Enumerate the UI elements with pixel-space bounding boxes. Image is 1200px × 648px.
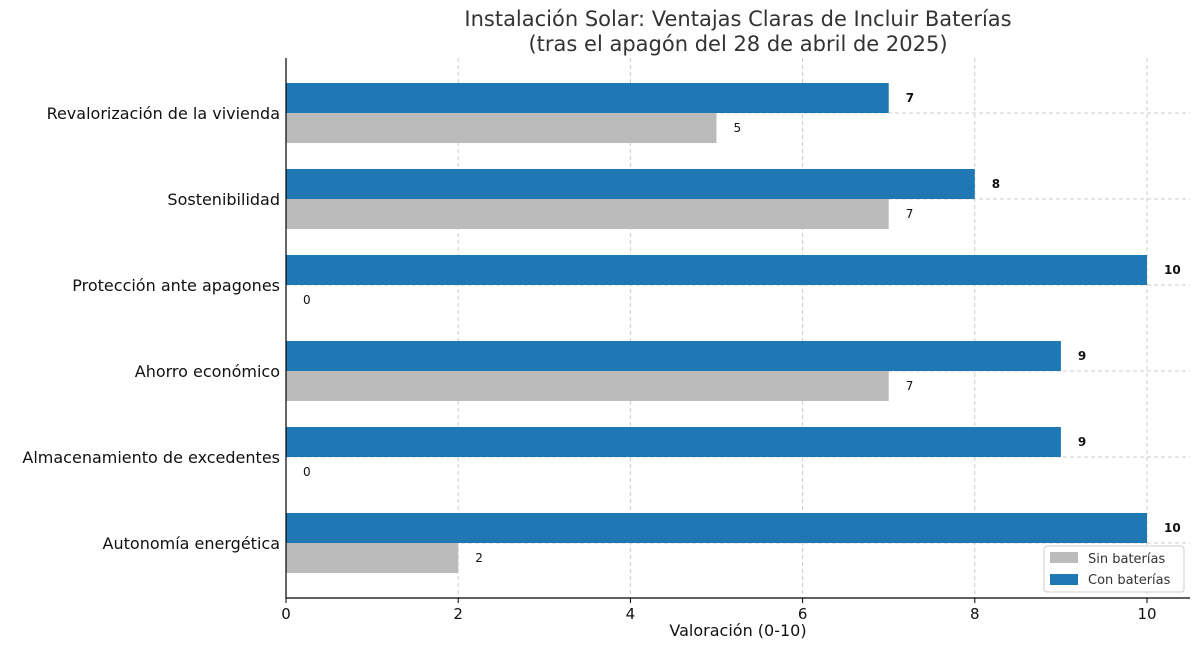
category-label-revalorizacion-de-la-vivienda: Revalorización de la vivienda	[47, 104, 280, 123]
category-label-ahorro-economico: Ahorro económico	[135, 362, 280, 381]
value-label-con-baterias-revalorizacion-de-la-vivienda: 7	[906, 91, 914, 105]
legend-label-sin-baterias: Sin baterías	[1088, 552, 1165, 567]
bar-sin-baterias-ahorro-economico	[286, 371, 889, 401]
legend-box	[1043, 545, 1185, 593]
x-tick-label: 2	[453, 605, 463, 623]
category-label-almacenamiento-de-excedentes: Almacenamiento de excedentes	[22, 448, 280, 467]
value-label-con-baterias-ahorro-economico: 9	[1078, 349, 1086, 363]
value-label-sin-baterias-revalorizacion-de-la-vivienda: 5	[734, 121, 742, 135]
value-labels: 7 5 8 7 10 0 9 7 9 0 10 2	[303, 91, 1181, 565]
value-label-sin-baterias-proteccion-ante-apagones: 0	[303, 293, 311, 307]
bar-con-baterias-autonomia-energetica	[286, 513, 1147, 543]
x-tick-label: 0	[281, 605, 291, 623]
bars	[286, 83, 1147, 573]
bar-sin-baterias-autonomia-energetica	[286, 543, 459, 573]
chart-title: Instalación Solar: Ventajas Claras de In…	[464, 7, 1011, 31]
x-ticks: 0 2 4 6 8 10	[281, 598, 1157, 623]
category-label-autonomia-energetica: Autonomía energética	[103, 534, 280, 553]
x-axis-label: Valoración (0-10)	[669, 621, 806, 640]
value-label-con-baterias-almacenamiento-de-excedentes: 9	[1078, 435, 1086, 449]
legend-swatch-con-baterias	[1050, 574, 1078, 585]
value-label-sin-baterias-ahorro-economico: 7	[906, 379, 914, 393]
legend: Sin baterías Con baterías	[1043, 545, 1185, 593]
value-label-sin-baterias-autonomia-energetica: 2	[475, 551, 483, 565]
category-label-proteccion-ante-apagones: Protección ante apagones	[72, 276, 280, 295]
x-tick-label: 6	[798, 605, 808, 623]
bar-con-baterias-almacenamiento-de-excedentes	[286, 427, 1061, 457]
value-label-con-baterias-sostenibilidad: 8	[992, 177, 1000, 191]
value-label-con-baterias-autonomia-energetica: 10	[1164, 521, 1181, 535]
bar-con-baterias-ahorro-economico	[286, 341, 1061, 371]
bar-con-baterias-revalorizacion-de-la-vivienda	[286, 83, 889, 113]
value-label-sin-baterias-almacenamiento-de-excedentes: 0	[303, 465, 311, 479]
bar-con-baterias-proteccion-ante-apagones	[286, 255, 1147, 285]
x-tick-label: 10	[1137, 605, 1156, 623]
bar-con-baterias-sostenibilidad	[286, 169, 975, 199]
x-tick-label: 8	[970, 605, 980, 623]
axes	[285, 58, 1190, 599]
bar-sin-baterias-revalorizacion-de-la-vivienda	[286, 113, 717, 143]
value-label-con-baterias-proteccion-ante-apagones: 10	[1164, 263, 1181, 277]
chart-subtitle: (tras el apagón del 28 de abril de 2025)	[528, 32, 947, 56]
bar-sin-baterias-sostenibilidad	[286, 199, 889, 229]
x-tick-label: 4	[626, 605, 636, 623]
legend-label-con-baterias: Con baterías	[1088, 573, 1171, 588]
category-labels: Revalorización de la vivienda Sostenibili…	[22, 104, 280, 553]
value-label-sin-baterias-sostenibilidad: 7	[906, 207, 914, 221]
legend-swatch-sin-baterias	[1050, 552, 1078, 563]
category-label-sostenibilidad: Sostenibilidad	[167, 190, 280, 209]
